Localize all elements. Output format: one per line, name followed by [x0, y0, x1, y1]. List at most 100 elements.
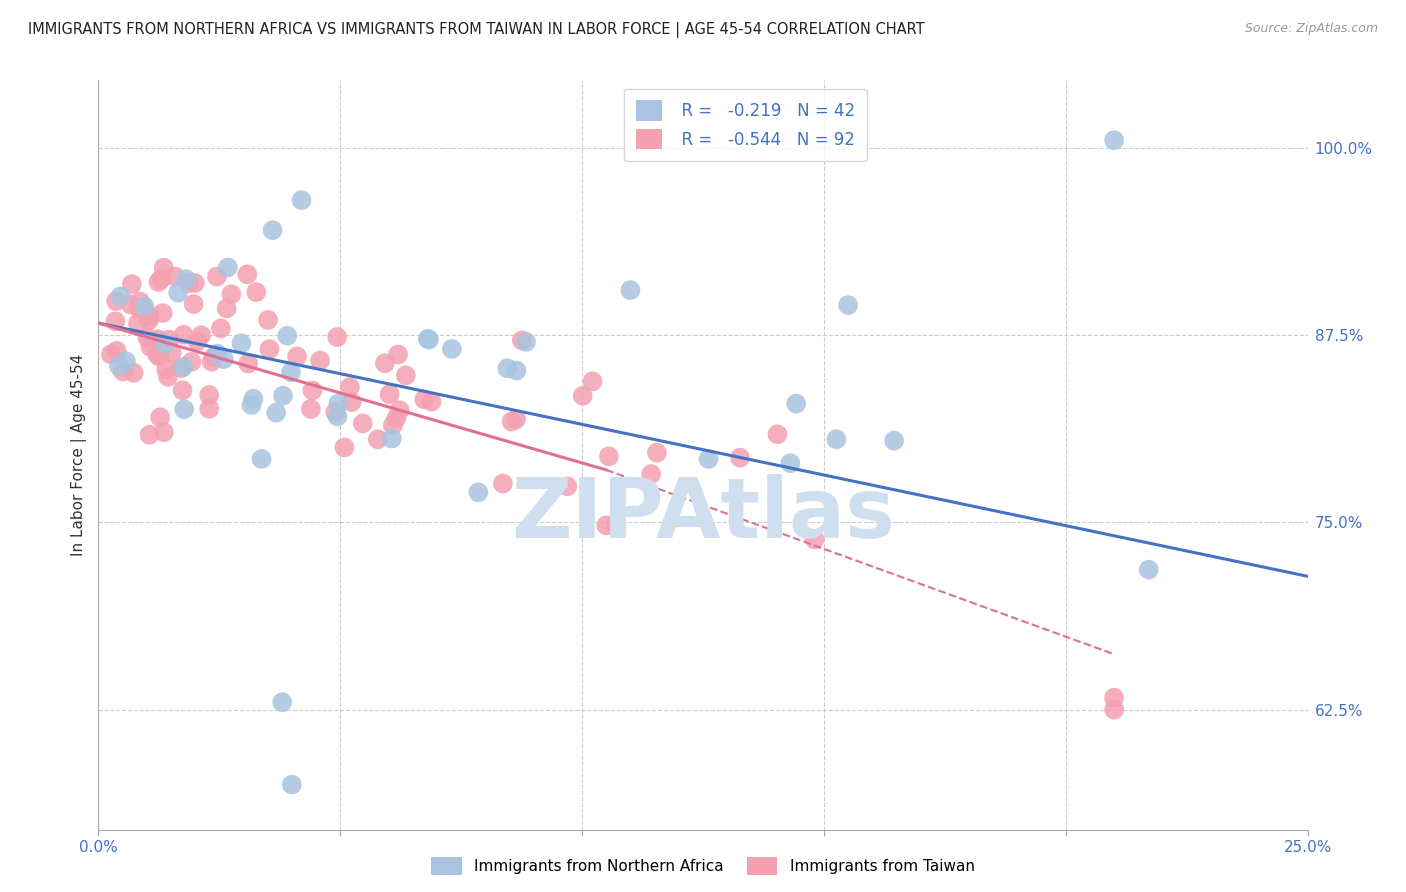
Point	[150, 272, 173, 286]
Point	[167, 285, 190, 300]
Point	[148, 275, 170, 289]
Point	[160, 345, 183, 359]
Point	[285, 350, 308, 364]
Point	[378, 387, 401, 401]
Point	[217, 260, 239, 275]
Point	[236, 268, 259, 282]
Point	[149, 410, 172, 425]
Point	[352, 417, 374, 431]
Point	[148, 350, 170, 364]
Legend: Immigrants from Northern Africa, Immigrants from Taiwan: Immigrants from Northern Africa, Immigra…	[423, 850, 983, 882]
Point	[825, 432, 848, 446]
Point	[139, 340, 162, 354]
Point	[174, 272, 197, 286]
Point	[172, 360, 194, 375]
Point	[250, 451, 273, 466]
Point	[645, 445, 668, 459]
Point	[271, 695, 294, 709]
Point	[242, 392, 264, 406]
Point	[505, 412, 527, 426]
Point	[416, 332, 439, 346]
Point	[619, 283, 641, 297]
Point	[1102, 703, 1125, 717]
Point	[132, 302, 155, 317]
Point	[299, 401, 322, 416]
Point	[340, 395, 363, 409]
Point	[111, 364, 134, 378]
Point	[221, 287, 243, 301]
Point	[418, 333, 440, 347]
Text: ZIPAtlas: ZIPAtlas	[510, 475, 896, 556]
Point	[280, 365, 302, 379]
Point	[105, 343, 128, 358]
Point	[388, 403, 411, 417]
Point	[202, 350, 225, 364]
Point	[172, 384, 194, 398]
Point	[163, 269, 186, 284]
Point	[333, 441, 356, 455]
Point	[728, 450, 751, 465]
Point	[240, 398, 263, 412]
Point	[395, 368, 418, 383]
Point	[467, 485, 489, 500]
Point	[155, 362, 177, 376]
Point	[571, 389, 593, 403]
Point	[276, 328, 298, 343]
Point	[128, 301, 150, 315]
Point	[138, 427, 160, 442]
Point	[1102, 133, 1125, 147]
Point	[122, 366, 145, 380]
Point	[212, 352, 235, 367]
Point	[177, 277, 200, 291]
Point	[510, 334, 533, 348]
Point	[245, 285, 267, 299]
Point	[323, 405, 346, 419]
Point	[883, 434, 905, 448]
Point	[271, 389, 294, 403]
Point	[501, 415, 523, 429]
Point	[115, 354, 138, 368]
Point	[198, 388, 221, 402]
Point	[326, 330, 349, 344]
Point	[413, 392, 436, 407]
Point	[146, 347, 169, 361]
Point	[581, 375, 603, 389]
Point	[207, 346, 229, 360]
Point	[598, 450, 620, 464]
Point	[129, 294, 152, 309]
Point	[152, 306, 174, 320]
Point	[138, 313, 160, 327]
Point	[108, 359, 131, 373]
Point	[440, 342, 463, 356]
Point	[515, 334, 537, 349]
Point	[803, 533, 825, 547]
Point	[779, 456, 801, 470]
Point	[209, 321, 232, 335]
Point	[153, 336, 176, 351]
Point	[1137, 563, 1160, 577]
Point	[173, 402, 195, 417]
Point	[170, 361, 193, 376]
Point	[640, 467, 662, 481]
Text: Source: ZipAtlas.com: Source: ZipAtlas.com	[1244, 22, 1378, 36]
Point	[127, 316, 149, 330]
Point	[697, 452, 720, 467]
Point	[595, 518, 617, 533]
Y-axis label: In Labor Force | Age 45-54: In Labor Force | Age 45-54	[72, 354, 87, 556]
Point	[173, 327, 195, 342]
Point	[231, 336, 253, 351]
Point	[326, 409, 349, 424]
Point	[290, 193, 312, 207]
Point	[301, 384, 323, 398]
Point	[328, 396, 350, 410]
Point	[148, 332, 170, 346]
Point	[134, 300, 156, 314]
Point	[120, 297, 142, 311]
Point	[837, 298, 859, 312]
Point	[496, 361, 519, 376]
Point	[104, 314, 127, 328]
Point	[238, 357, 260, 371]
Point	[105, 294, 128, 309]
Point	[505, 363, 527, 377]
Point	[281, 778, 304, 792]
